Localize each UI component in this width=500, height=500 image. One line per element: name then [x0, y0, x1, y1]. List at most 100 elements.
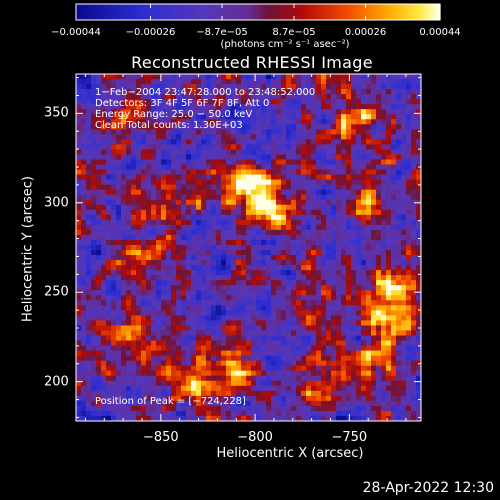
- heatmap-cell: [196, 99, 202, 105]
- heatmap-cell: [246, 295, 252, 301]
- heatmap-cell: [316, 310, 322, 316]
- heatmap-cell: [151, 405, 157, 412]
- heatmap-cell: [121, 149, 127, 155]
- heatmap-cell: [276, 375, 282, 382]
- heatmap-cell: [146, 350, 152, 357]
- heatmap-cell: [206, 310, 212, 316]
- heatmap-cell: [391, 89, 397, 95]
- heatmap-cell: [231, 250, 237, 256]
- heatmap-cell: [116, 199, 122, 206]
- heatmap-cell: [366, 385, 372, 392]
- heatmap-cell: [171, 390, 177, 397]
- heatmap-cell: [256, 89, 262, 95]
- heatmap-cell: [326, 365, 332, 372]
- heatmap-cell: [336, 400, 342, 407]
- heatmap-cell: [106, 400, 112, 407]
- heatmap-cell: [321, 250, 327, 256]
- heatmap-cell: [381, 300, 387, 306]
- heatmap-cell: [136, 229, 142, 236]
- heatmap-cell: [306, 390, 312, 397]
- heatmap-cell: [146, 400, 152, 407]
- heatmap-cell: [296, 144, 302, 150]
- heatmap-cell: [196, 209, 202, 216]
- heatmap-cell: [386, 395, 392, 402]
- heatmap-cell: [286, 330, 292, 336]
- heatmap-cell: [281, 275, 287, 281]
- heatmap-cell: [416, 290, 422, 296]
- heatmap-cell: [261, 275, 267, 281]
- heatmap-cell: [186, 305, 192, 311]
- heatmap-cell: [181, 390, 187, 397]
- heatmap-cell: [321, 84, 327, 90]
- heatmap-cell: [91, 94, 97, 100]
- heatmap-cell: [111, 380, 117, 387]
- heatmap-cell: [171, 164, 177, 170]
- heatmap-cell: [301, 380, 307, 387]
- heatmap-cell: [176, 275, 182, 281]
- heatmap-cell: [156, 204, 162, 211]
- heatmap-cell: [316, 355, 322, 362]
- heatmap-cell: [161, 149, 167, 155]
- heatmap-cell: [411, 109, 417, 115]
- heatmap-cell: [211, 84, 217, 90]
- heatmap-cell: [381, 164, 387, 170]
- heatmap-cell: [116, 164, 122, 170]
- heatmap-cell: [306, 395, 312, 402]
- heatmap-cell: [176, 340, 182, 346]
- heatmap-cell: [136, 149, 142, 155]
- heatmap-cell: [361, 255, 367, 261]
- heatmap-cell: [351, 234, 357, 241]
- heatmap-cell: [216, 355, 222, 362]
- heatmap-cell: [91, 395, 97, 402]
- heatmap-cell: [261, 345, 267, 351]
- heatmap-cell: [126, 325, 132, 331]
- heatmap-cell: [321, 214, 327, 221]
- heatmap-cell: [246, 325, 252, 331]
- heatmap-cell: [356, 164, 362, 170]
- heatmap-cell: [401, 79, 407, 85]
- heatmap-cell: [411, 385, 417, 392]
- heatmap-cell: [276, 415, 282, 422]
- heatmap-cell: [231, 179, 237, 186]
- heatmap-cell: [381, 395, 387, 402]
- heatmap-cell: [311, 194, 317, 201]
- heatmap-cell: [96, 74, 102, 80]
- heatmap-cell: [261, 189, 267, 196]
- heatmap-cell: [241, 255, 247, 261]
- heatmap-cell: [201, 224, 207, 231]
- heatmap-cell: [396, 330, 402, 336]
- heatmap-cell: [376, 255, 382, 261]
- heatmap-cell: [101, 184, 107, 191]
- heatmap-cell: [401, 330, 407, 336]
- heatmap-cell: [221, 380, 227, 387]
- heatmap-cell: [411, 400, 417, 407]
- heatmap-cell: [381, 295, 387, 301]
- heatmap-cell: [356, 239, 362, 246]
- heatmap-cell: [366, 310, 372, 316]
- heatmap-cell: [121, 104, 127, 110]
- heatmap-cell: [251, 174, 257, 181]
- heatmap-cell: [221, 310, 227, 316]
- colorbar-segment: [339, 4, 344, 20]
- colorbar-segment: [358, 4, 362, 20]
- heatmap-cell: [231, 219, 237, 226]
- heatmap-cell: [191, 234, 197, 241]
- heatmap-cell: [191, 154, 197, 160]
- heatmap-cell: [236, 204, 242, 211]
- heatmap-cell: [206, 290, 212, 296]
- heatmap-cell: [146, 355, 152, 362]
- colorbar-segment: [242, 4, 247, 20]
- heatmap-cell: [316, 255, 322, 261]
- heatmap-cell: [261, 224, 267, 231]
- heatmap-cell: [411, 114, 417, 120]
- heatmap-cell: [191, 114, 197, 120]
- heatmap-cell: [331, 119, 337, 125]
- heatmap-cell: [401, 260, 407, 266]
- heatmap-cell: [176, 370, 182, 377]
- colorbar-segment: [391, 4, 396, 20]
- heatmap-cell: [86, 169, 92, 175]
- heatmap-cell: [91, 134, 97, 140]
- heatmap-cell: [216, 335, 222, 341]
- heatmap-cell: [376, 295, 382, 301]
- heatmap-cell: [216, 114, 222, 120]
